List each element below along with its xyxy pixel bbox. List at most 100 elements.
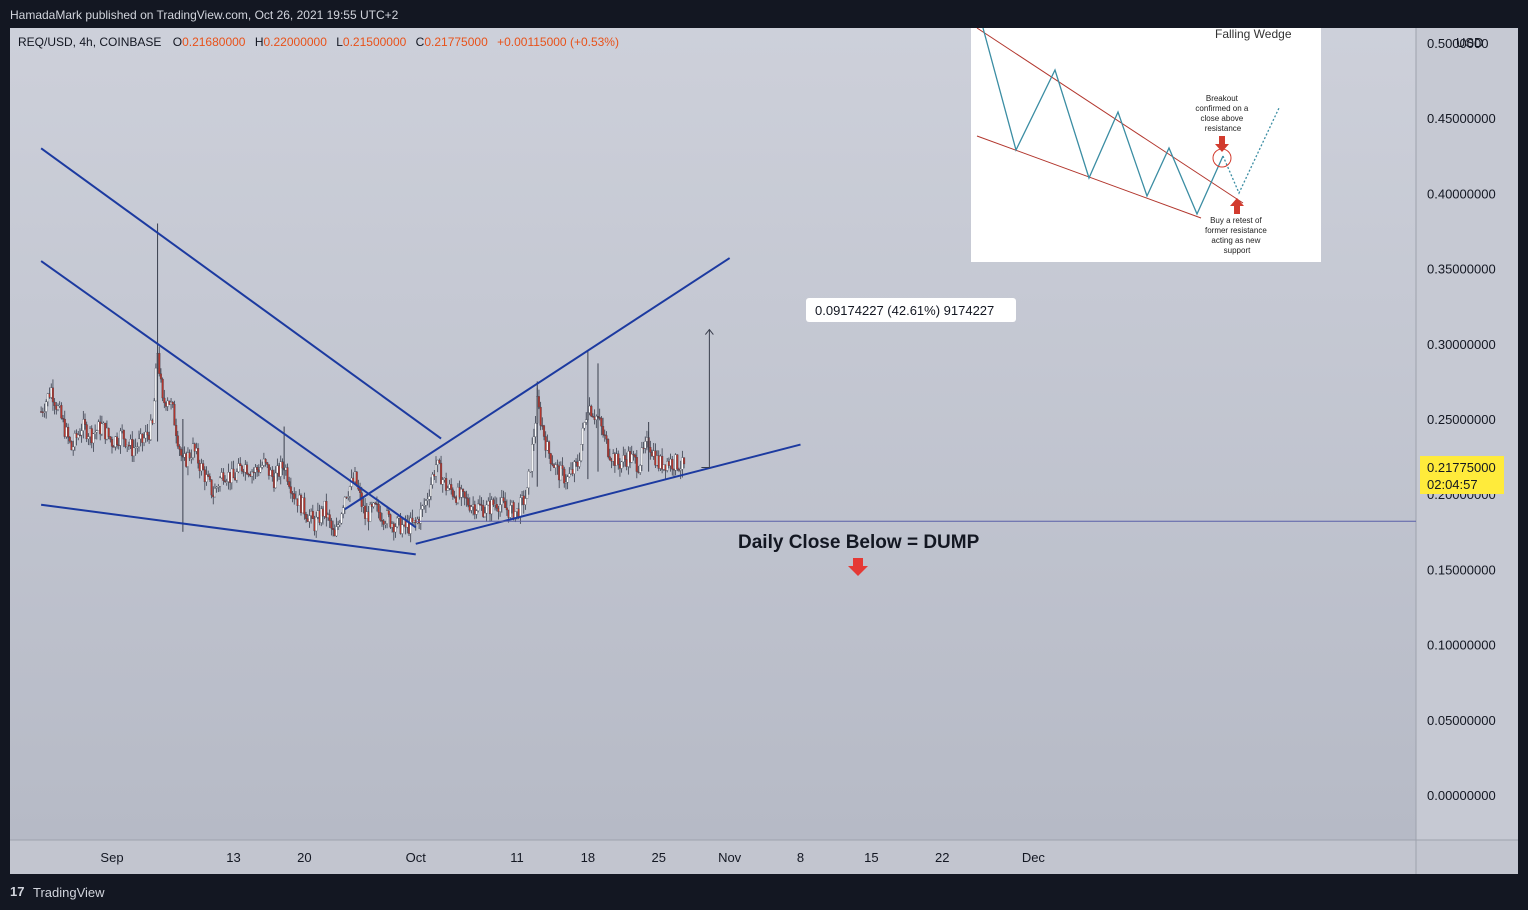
candle-body [526,487,529,499]
candle-body [95,430,98,433]
candle-body [332,528,335,530]
candle-body [436,459,439,465]
candle-body [46,393,49,402]
candle-body [119,430,122,446]
candle-body [40,411,43,413]
candle-body [318,510,321,523]
candle-body [109,436,112,440]
tradingview-brand[interactable]: TradingView [33,885,105,900]
candle-body [399,516,402,534]
candle-body [488,500,492,515]
candle-body [288,481,291,487]
candle-body [70,441,73,451]
candle-body [531,444,534,472]
dump-annotation[interactable]: Daily Close Below = DUMP [738,532,980,553]
candle-body [495,504,498,509]
tradingview-logo-icon[interactable]: 17 [10,884,25,899]
candle-body [583,422,586,429]
x-tick-label: 13 [226,850,240,865]
price-axis[interactable] [1416,28,1518,840]
candle-body [77,434,80,439]
candle-body [461,488,465,492]
candle-body [45,401,48,412]
candle-body [608,456,611,460]
candle-body [615,453,618,466]
candle-body [644,441,647,449]
candle-body [203,469,206,483]
candle-body [50,387,53,398]
x-tick-label: 25 [652,850,666,865]
candle-body [261,465,264,468]
candle-body [105,427,108,440]
chart-frame[interactable]: 0.5000000 0.45000000 0.40000000 0.35000000 0… [10,27,1518,874]
candle-body [510,502,513,506]
falling-wedge-inset: Falling Wedge Breakout confirmed on a cl… [971,27,1321,262]
candle-body [193,443,196,452]
candle-body [116,436,119,446]
y-tick-label: 0.40000000 [1427,186,1496,201]
y-tick-label: 0.25000000 [1427,412,1496,427]
inset-retest-arrow-icon [1230,198,1244,214]
trendlines[interactable] [40,147,1416,556]
x-tick-label: 22 [935,850,949,865]
candle-body [537,396,540,408]
candle-body [256,467,259,470]
candle-body [281,461,284,469]
price-chart[interactable]: 0.5000000 0.45000000 0.40000000 0.35000000 0… [10,27,1518,874]
candle-body [185,453,188,467]
candle-body [85,424,88,440]
candle-body [409,517,412,534]
candle-body [473,504,476,515]
time-axis[interactable] [10,840,1518,874]
candle-body [568,473,571,477]
candle-body [80,430,83,436]
candle-body [171,401,174,405]
candle-body [392,523,395,533]
candle-body [305,514,308,519]
candle-body [343,496,346,508]
candle-body [666,461,669,471]
candle-body [110,439,114,447]
measure-arrowhead-icon [704,328,714,335]
candle-body [411,517,414,523]
legend-c-label: C [416,35,425,49]
candle-body [659,455,662,469]
candle-body [590,405,593,417]
candle-body [364,505,367,519]
candle-body [672,468,675,471]
candle-body [293,493,296,500]
candle-body [677,469,681,471]
candle-body [298,494,301,506]
x-tick-label: Sep [100,850,123,865]
candle-body [122,429,125,440]
candle-body [494,504,497,506]
candle-body [294,498,297,500]
candle-body [289,486,292,494]
candle-body [679,469,682,471]
candle-body [134,447,137,449]
candle-body [377,504,380,513]
price-range-measure[interactable]: 0.09174227 (42.61%) 9174227 [701,298,1016,469]
candle-body [389,514,392,528]
candle-body [240,465,243,472]
candle-body [578,460,581,467]
candle-body [490,499,493,515]
candle-body [369,504,372,522]
candle-body [424,500,427,506]
candle-body [566,476,569,483]
candle-body [642,447,645,449]
candle-body [623,455,627,460]
candle-body [581,427,584,445]
candle-body [426,499,429,501]
candle-body [544,436,547,451]
candle-body [384,523,387,525]
candle-body [561,465,564,470]
candle-body [67,426,70,438]
currency-unit: USD [1456,35,1483,50]
candle-body [279,461,282,477]
candle-body [671,458,674,470]
candle-body [585,419,588,423]
candle-body [564,482,567,484]
candle-body [82,419,85,431]
y-tick-label: 0.00000000 [1427,788,1496,803]
